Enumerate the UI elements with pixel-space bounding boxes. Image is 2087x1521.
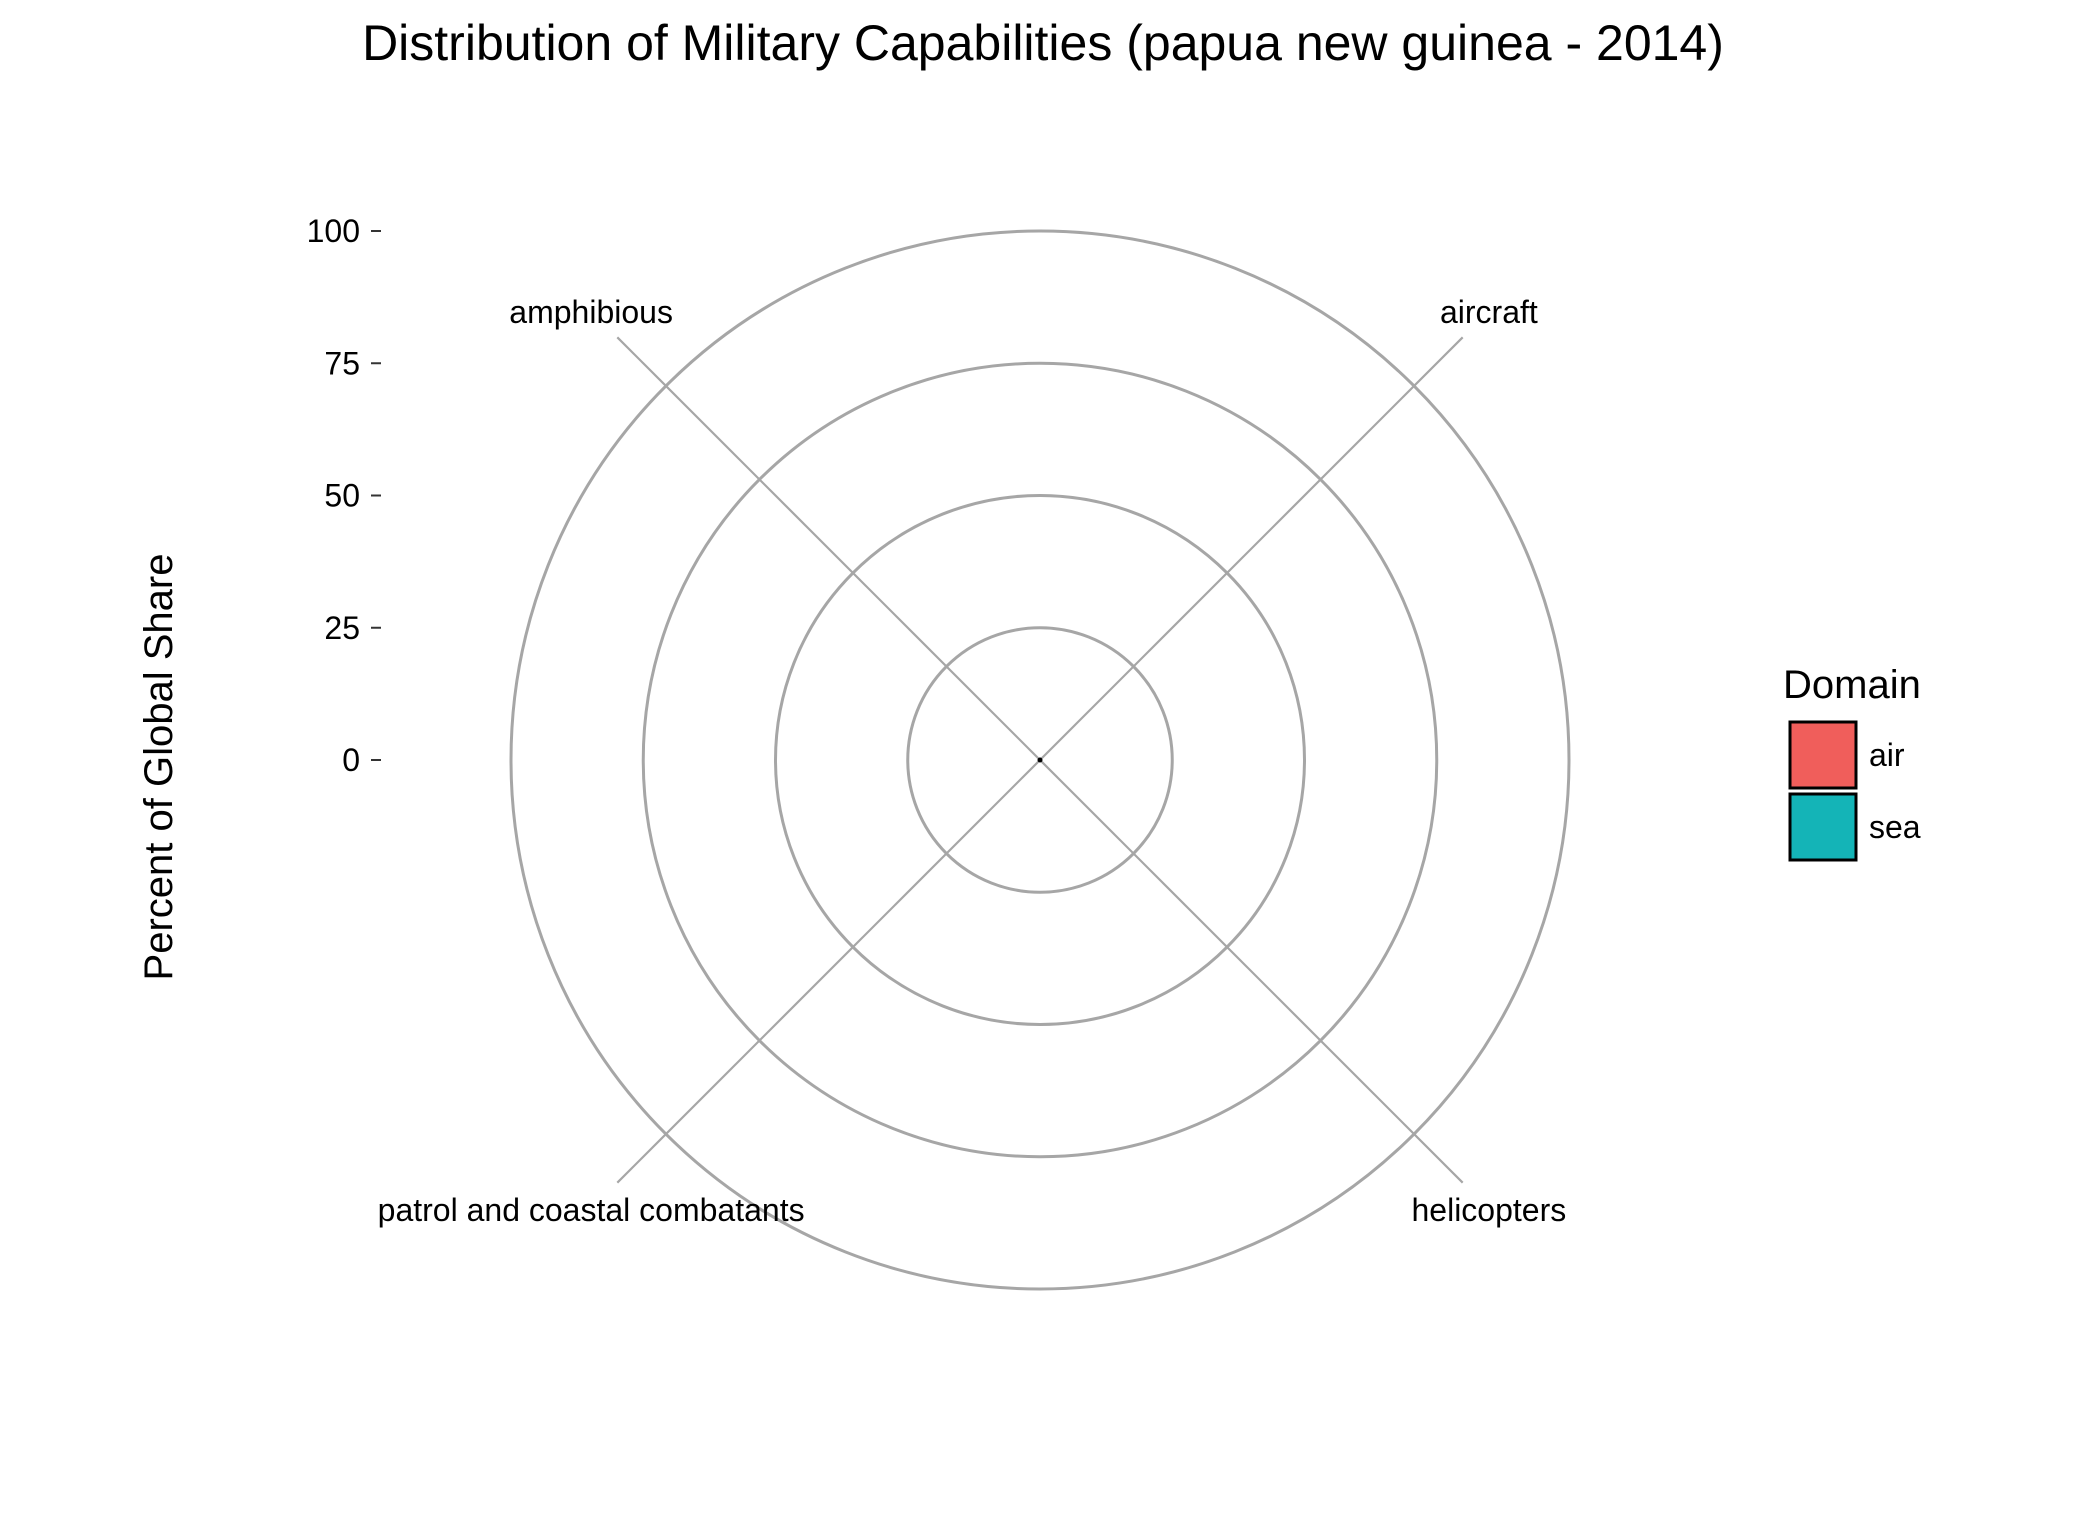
legend-swatch-sea <box>1788 792 1858 862</box>
grid-circle-75 <box>641 361 1439 1159</box>
y-axis-title: Percent of Global Share <box>137 554 181 981</box>
marks-layer <box>1037 757 1043 763</box>
category-label-1: helicopters <box>1411 1192 1566 1228</box>
y-tick-label-50: 50 <box>324 478 360 514</box>
grid-circle-50 <box>774 494 1306 1026</box>
legend-label-sea: sea <box>1869 809 1921 845</box>
grid-spoke-3 <box>616 336 1041 761</box>
legend: Domain air sea <box>1783 663 1921 862</box>
category-label-0: aircraft <box>1440 294 1538 330</box>
grid-circle-100 <box>509 229 1571 1291</box>
y-tick-label-25: 25 <box>324 610 360 646</box>
center-point <box>1037 757 1043 763</box>
legend-swatch-air <box>1788 720 1858 790</box>
category-label-2: patrol and coastal combatants <box>378 1192 805 1228</box>
grid-layer <box>509 229 1571 1291</box>
y-tick-label-0: 0 <box>342 742 360 778</box>
chart-title: Distribution of Military Capabilities (p… <box>362 15 1724 71</box>
legend-entries: air sea <box>1788 720 1921 862</box>
grid-spoke-0 <box>1039 336 1464 761</box>
legend-label-air: air <box>1869 737 1905 773</box>
y-tick-label-75: 75 <box>324 345 360 381</box>
y-axis: 0 25 50 75 100 <box>307 213 381 778</box>
grid-spoke-2 <box>616 759 1041 1184</box>
category-label-3: amphibious <box>509 294 673 330</box>
y-tick-label-100: 100 <box>307 213 360 249</box>
legend-title: Domain <box>1783 663 1921 707</box>
grid-spoke-1 <box>1039 759 1464 1184</box>
category-labels: aircraft helicopters patrol and coastal co… <box>378 294 1567 1228</box>
grid-circle-25 <box>906 626 1174 894</box>
